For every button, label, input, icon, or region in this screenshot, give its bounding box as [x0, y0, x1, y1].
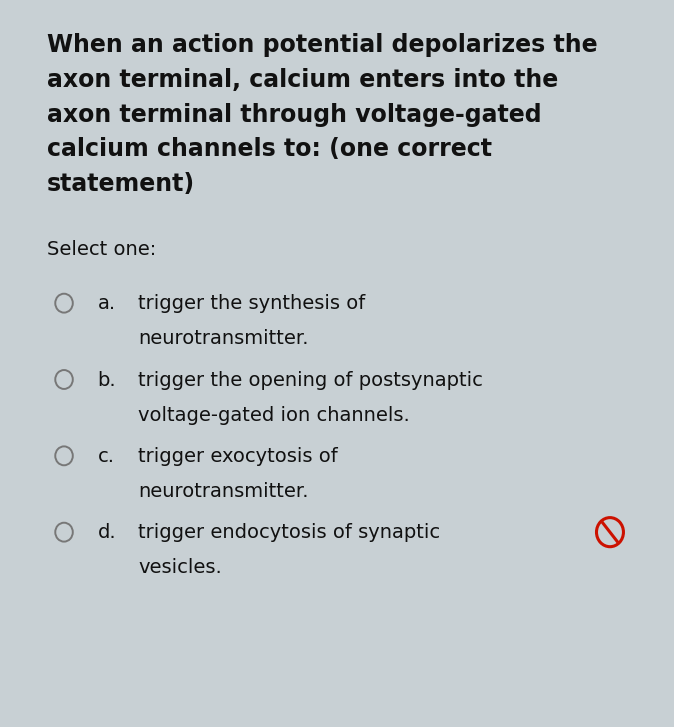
Text: statement): statement) — [47, 172, 195, 196]
Text: axon terminal, calcium enters into the: axon terminal, calcium enters into the — [47, 68, 559, 92]
Text: trigger exocytosis of: trigger exocytosis of — [138, 447, 338, 466]
Text: trigger the synthesis of: trigger the synthesis of — [138, 294, 365, 313]
Text: trigger the opening of postsynaptic: trigger the opening of postsynaptic — [138, 371, 483, 390]
Text: trigger endocytosis of synaptic: trigger endocytosis of synaptic — [138, 523, 440, 542]
Text: c.: c. — [98, 447, 115, 466]
Text: calcium channels to: (one correct: calcium channels to: (one correct — [47, 137, 492, 161]
Text: axon terminal through voltage-gated: axon terminal through voltage-gated — [47, 103, 542, 126]
Text: d.: d. — [98, 523, 117, 542]
Text: Select one:: Select one: — [47, 240, 156, 259]
Text: neurotransmitter.: neurotransmitter. — [138, 329, 309, 348]
Text: voltage-gated ion channels.: voltage-gated ion channels. — [138, 406, 410, 425]
Text: b.: b. — [98, 371, 117, 390]
Text: a.: a. — [98, 294, 116, 313]
Text: neurotransmitter.: neurotransmitter. — [138, 482, 309, 501]
Text: vesicles.: vesicles. — [138, 558, 222, 577]
Text: When an action potential depolarizes the: When an action potential depolarizes the — [47, 33, 598, 57]
